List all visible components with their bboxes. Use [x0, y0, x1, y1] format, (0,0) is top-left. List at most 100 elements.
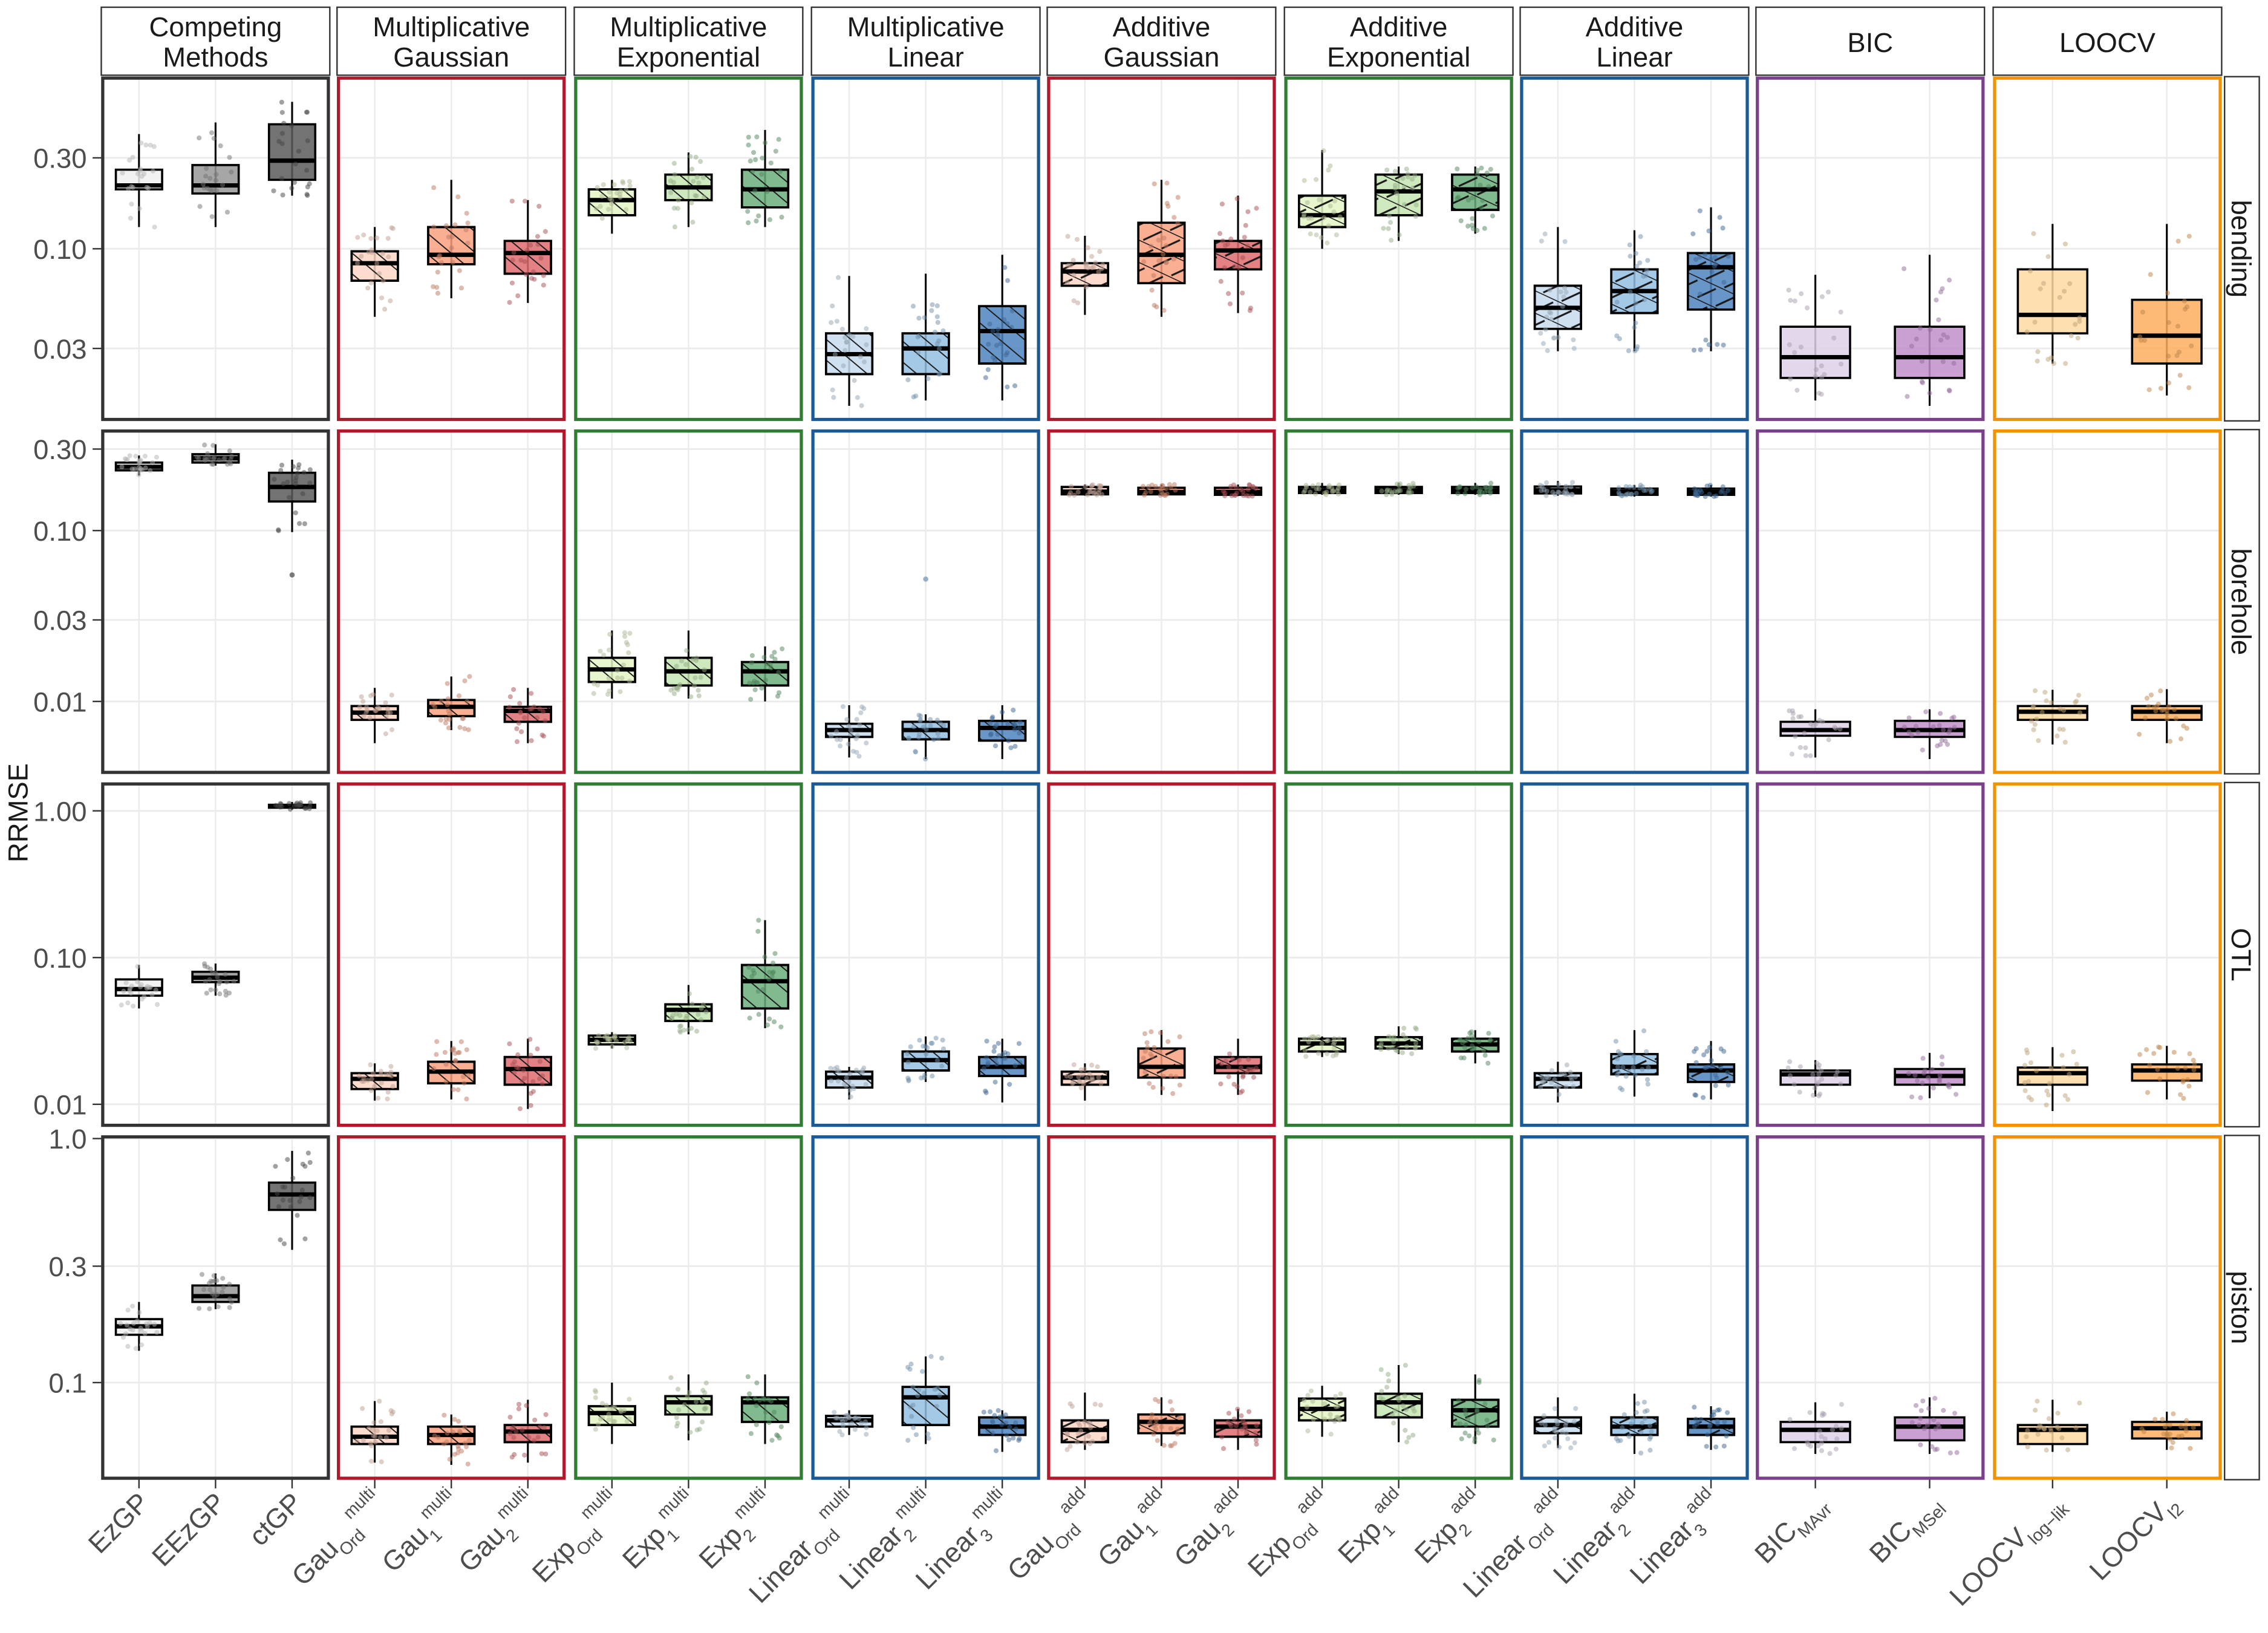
data-point [1005, 350, 1010, 356]
data-point [1470, 226, 1476, 232]
data-point [509, 280, 515, 285]
data-point [1488, 485, 1493, 491]
data-point [1803, 753, 1808, 758]
boxplot-exp [664, 985, 713, 1035]
data-point [1623, 484, 1629, 489]
data-point [1615, 1049, 1621, 1054]
data-point [1328, 1416, 1333, 1422]
data-point [211, 1273, 217, 1279]
panel-border [1520, 76, 1749, 422]
data-point [1084, 1075, 1090, 1081]
boxplot-gau [427, 674, 476, 732]
boxplot-exp [664, 630, 713, 700]
data-point [849, 1421, 855, 1426]
facet-header-box [1283, 6, 1514, 76]
facet-row-label: piston [2226, 1271, 2257, 1344]
boxplot-gau [1213, 1038, 1263, 1095]
data-point [1078, 1085, 1084, 1090]
data-point [748, 697, 754, 702]
boxplot-ctgp [267, 1150, 317, 1250]
data-point [1402, 202, 1407, 207]
data-point [1484, 170, 1490, 176]
data-point [1175, 221, 1181, 226]
data-point [1646, 1064, 1651, 1071]
data-point [679, 658, 685, 663]
data-point [298, 1195, 304, 1200]
data-point [1632, 1072, 1638, 1078]
data-point [2180, 1079, 2186, 1085]
data-point [1148, 1051, 1153, 1057]
data-point [278, 468, 284, 473]
data-point [1559, 1071, 1564, 1077]
boxplot-exp [664, 152, 713, 230]
data-point [1556, 1092, 1562, 1097]
data-point [1070, 1081, 1075, 1086]
data-point [1471, 1046, 1477, 1051]
data-point [1310, 1398, 1315, 1404]
data-point [370, 1071, 376, 1076]
boxplot-gau [1137, 482, 1186, 498]
data-point [1253, 1438, 1259, 1443]
data-point [1244, 1069, 1250, 1075]
data-point [208, 987, 213, 993]
data-point [2168, 738, 2173, 744]
data-point [2026, 1078, 2032, 1084]
data-point [1938, 289, 1944, 295]
data-point [443, 720, 449, 726]
data-point [1701, 1052, 1707, 1058]
data-point [1713, 1083, 1718, 1088]
data-point [1322, 1416, 1328, 1422]
data-point [2137, 732, 2142, 737]
data-point [1089, 253, 1095, 259]
data-point [747, 680, 752, 686]
data-point [2151, 705, 2157, 710]
data-point [929, 308, 934, 313]
data-point [2175, 1066, 2180, 1071]
data-point [1401, 1025, 1407, 1031]
data-point [1470, 195, 1475, 201]
data-point [2165, 290, 2170, 296]
data-point [930, 1074, 935, 1079]
boxplot-gau [503, 1400, 552, 1463]
data-point [2162, 1424, 2168, 1430]
data-point [458, 285, 464, 291]
data-point [2077, 710, 2083, 715]
data-point [987, 321, 992, 327]
data-point [465, 220, 471, 226]
facet-header-label: Competing [149, 11, 282, 42]
data-point [1949, 715, 1955, 721]
data-point [1314, 232, 1319, 238]
data-point [690, 220, 696, 225]
data-point [852, 1427, 858, 1432]
data-point [1227, 1051, 1233, 1057]
data-point [1232, 264, 1237, 269]
data-point [134, 1318, 140, 1323]
data-point [2055, 733, 2060, 738]
data-point [915, 1393, 921, 1398]
data-point [688, 1430, 693, 1435]
data-point [672, 172, 677, 177]
data-point [2059, 1435, 2065, 1441]
data-point [445, 702, 450, 708]
data-point [1547, 287, 1553, 293]
data-point [621, 662, 627, 668]
data-point [749, 660, 754, 665]
data-point [1478, 183, 1483, 188]
data-point [356, 1073, 362, 1078]
data-point [1007, 1081, 1012, 1087]
data-point [1559, 1430, 1565, 1435]
data-point [207, 977, 212, 982]
data-point [537, 1059, 543, 1064]
data-point [125, 1000, 131, 1006]
data-point [770, 1415, 776, 1421]
facet-panel [811, 1135, 1040, 1480]
data-point [1709, 269, 1715, 275]
data-point [835, 1078, 841, 1084]
panel-border [1993, 1135, 2222, 1480]
data-point [1465, 223, 1471, 229]
data-point [1793, 734, 1798, 739]
x-tick-label: LOOCVlog−lik [1943, 1487, 2073, 1617]
facet-panel [1047, 429, 1276, 774]
data-point [139, 468, 145, 473]
y-tick-label: 0.1 [48, 1368, 86, 1399]
